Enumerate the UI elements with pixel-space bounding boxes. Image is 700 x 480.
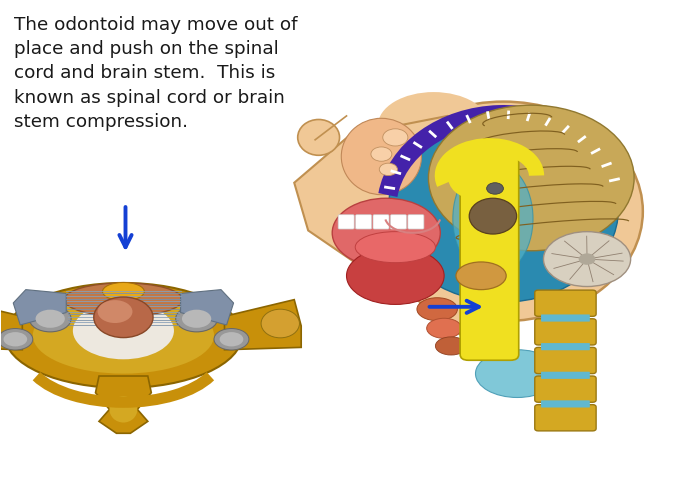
Polygon shape (95, 376, 151, 433)
FancyBboxPatch shape (391, 215, 407, 229)
Ellipse shape (214, 328, 249, 350)
FancyBboxPatch shape (535, 348, 596, 373)
Polygon shape (181, 289, 234, 325)
Ellipse shape (298, 120, 340, 156)
Polygon shape (225, 300, 301, 350)
Ellipse shape (261, 309, 300, 338)
FancyBboxPatch shape (460, 148, 519, 360)
Ellipse shape (102, 282, 144, 300)
FancyBboxPatch shape (541, 372, 590, 379)
Ellipse shape (0, 328, 33, 350)
Ellipse shape (4, 332, 27, 347)
FancyBboxPatch shape (535, 290, 596, 316)
Ellipse shape (453, 161, 533, 276)
Ellipse shape (456, 262, 506, 289)
Circle shape (371, 147, 392, 161)
Ellipse shape (389, 116, 618, 302)
Ellipse shape (220, 332, 244, 347)
Circle shape (486, 183, 503, 194)
Ellipse shape (182, 310, 211, 328)
FancyBboxPatch shape (535, 376, 596, 402)
Circle shape (379, 163, 398, 176)
Ellipse shape (36, 310, 65, 328)
Ellipse shape (33, 297, 214, 373)
Ellipse shape (378, 92, 489, 159)
Ellipse shape (5, 283, 242, 388)
Ellipse shape (73, 302, 174, 360)
FancyBboxPatch shape (408, 215, 424, 229)
Ellipse shape (543, 232, 631, 287)
FancyBboxPatch shape (356, 215, 372, 229)
Ellipse shape (475, 350, 559, 397)
Circle shape (383, 129, 408, 146)
Ellipse shape (64, 283, 183, 316)
Ellipse shape (355, 232, 435, 263)
FancyBboxPatch shape (535, 319, 596, 345)
Ellipse shape (417, 298, 457, 321)
Polygon shape (294, 116, 503, 340)
FancyBboxPatch shape (541, 314, 590, 322)
FancyBboxPatch shape (535, 405, 596, 431)
FancyBboxPatch shape (541, 343, 590, 350)
Ellipse shape (447, 153, 496, 198)
Polygon shape (0, 300, 22, 350)
Ellipse shape (342, 118, 421, 195)
Text: The odontoid may move out of
place and push on the spinal
cord and brain stem.  : The odontoid may move out of place and p… (14, 16, 298, 131)
Ellipse shape (332, 198, 440, 267)
Ellipse shape (29, 306, 71, 332)
Ellipse shape (94, 297, 153, 337)
Ellipse shape (435, 337, 467, 355)
Ellipse shape (428, 105, 634, 251)
Ellipse shape (427, 318, 461, 338)
Ellipse shape (109, 396, 137, 422)
Ellipse shape (176, 306, 218, 332)
Ellipse shape (469, 198, 517, 234)
Ellipse shape (364, 102, 643, 321)
Polygon shape (13, 289, 66, 325)
Ellipse shape (97, 300, 132, 323)
FancyBboxPatch shape (338, 215, 354, 229)
FancyBboxPatch shape (541, 400, 590, 408)
Ellipse shape (346, 247, 444, 304)
Circle shape (579, 253, 596, 265)
FancyBboxPatch shape (373, 215, 389, 229)
